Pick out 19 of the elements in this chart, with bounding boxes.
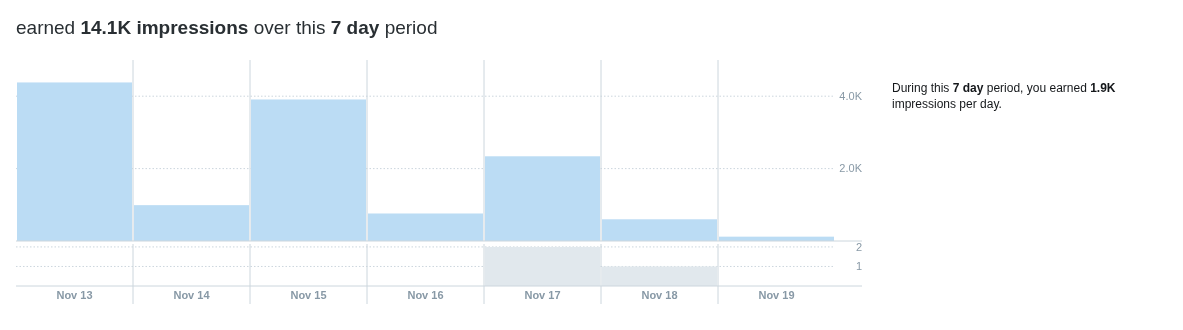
bar bbox=[602, 219, 717, 241]
x-tick-label: Nov 13 bbox=[56, 289, 93, 301]
y-tick-label: 1 bbox=[855, 260, 862, 273]
bar bbox=[485, 156, 600, 241]
x-tick-label: Nov 15 bbox=[290, 289, 327, 301]
chart-title: earned 14.1K impressions over this 7 day period bbox=[16, 17, 438, 38]
x-tick-label: Nov 17 bbox=[524, 289, 561, 301]
x-tick-label: Nov 19 bbox=[758, 289, 795, 301]
y-tick-label: 2 bbox=[855, 240, 862, 253]
bar bbox=[17, 82, 132, 241]
text: During this 7 day period, you earned 1.9K impressions per day. bbox=[892, 81, 1116, 111]
x-tick-label: Nov 18 bbox=[641, 289, 678, 301]
bar bbox=[251, 99, 366, 241]
bar bbox=[134, 205, 249, 241]
bar bbox=[368, 213, 483, 241]
y-tick-label: 4.0K bbox=[839, 90, 863, 103]
x-tick-label: Nov 14 bbox=[173, 289, 211, 301]
y-tick-label: 2.0K bbox=[839, 162, 863, 175]
x-tick-label: Nov 16 bbox=[407, 289, 444, 301]
